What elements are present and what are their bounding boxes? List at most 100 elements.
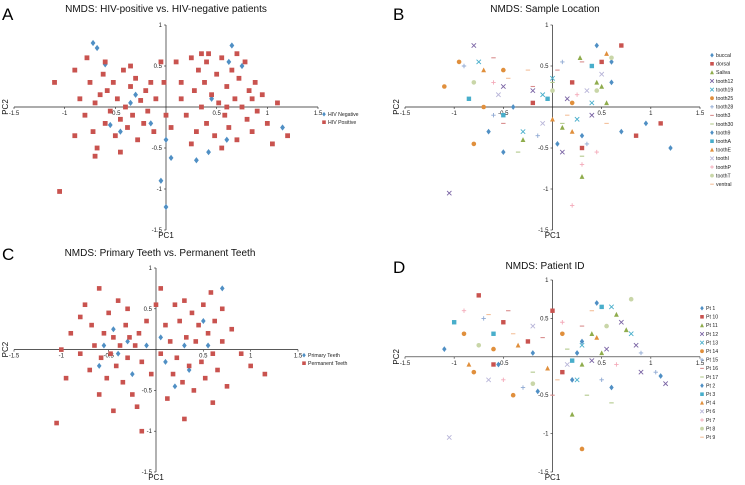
data-point	[446, 434, 452, 440]
data-point	[94, 44, 100, 52]
data-point	[115, 298, 121, 303]
legend-label: toothP	[716, 165, 732, 171]
legend-item: Primary Teeth	[302, 352, 340, 359]
legend-label: HIV Negative	[328, 112, 359, 118]
data-point	[121, 67, 126, 73]
legend-item: tooth12	[709, 79, 733, 85]
data-point	[574, 377, 580, 383]
data-point	[130, 112, 135, 118]
data-point	[481, 104, 486, 110]
data-point	[134, 404, 140, 410]
data-point	[63, 375, 69, 381]
data-point	[638, 350, 644, 356]
data-point	[205, 342, 211, 349]
data-point	[264, 121, 270, 126]
data-point	[549, 75, 556, 81]
data-point	[560, 320, 565, 325]
data-point	[182, 298, 187, 303]
chart-title: NMDS: Primary Teeth vs. Permanent Teeth	[65, 248, 256, 259]
legend-item: toothA	[710, 139, 732, 145]
series-tooth30	[515, 81, 585, 157]
legend-marker	[710, 147, 714, 152]
data-point	[275, 100, 280, 106]
legend-marker	[700, 400, 704, 405]
data-point	[148, 120, 154, 127]
data-point	[141, 121, 147, 126]
legend-item: Pt 17	[700, 375, 718, 381]
data-point	[461, 63, 467, 69]
data-point	[153, 96, 159, 102]
legend-marker	[322, 120, 326, 124]
legend-item: Permanent Teeth	[302, 361, 348, 367]
legend-item: Pt 3	[700, 392, 715, 398]
data-point	[579, 361, 585, 367]
data-point	[191, 88, 197, 93]
series-tooth25	[442, 59, 575, 147]
legend-label: Pt 15	[706, 358, 718, 364]
legend-marker	[710, 62, 714, 66]
legend-item: Pt 13	[699, 340, 718, 346]
series-hiv-negative	[90, 39, 285, 211]
legend-marker	[302, 352, 306, 358]
data-point	[165, 396, 170, 401]
data-point	[191, 388, 197, 393]
legend-item: ventral	[710, 182, 732, 188]
legend-label: tooth28	[716, 105, 733, 111]
data-point	[216, 100, 222, 106]
data-point	[219, 145, 225, 151]
data-point	[535, 133, 540, 138]
legend-label: Pt 7	[706, 418, 715, 424]
data-point	[550, 88, 555, 93]
data-point	[180, 379, 185, 385]
data-point	[201, 318, 206, 325]
data-point	[471, 42, 477, 49]
data-point	[574, 92, 580, 97]
data-point	[118, 149, 123, 155]
data-point	[594, 149, 599, 155]
legend-item: tooth25	[710, 96, 733, 102]
data-point	[520, 137, 526, 142]
data-point	[609, 55, 614, 61]
data-point	[182, 342, 187, 349]
chart-title: NMDS: Patient ID	[506, 261, 585, 272]
data-point	[110, 80, 116, 85]
data-point	[163, 203, 169, 211]
data-point	[501, 320, 506, 325]
data-point	[72, 133, 78, 139]
legend: buccal dorsal Saliva tooth12 tooth19 tooth25 t…	[709, 52, 733, 188]
data-point	[89, 322, 94, 328]
data-point	[226, 125, 232, 130]
data-point	[594, 300, 599, 306]
data-point	[111, 326, 116, 333]
series-pt-16	[506, 310, 585, 396]
legend-marker	[700, 426, 704, 431]
data-point	[574, 350, 580, 356]
y-tick-label: -1	[543, 187, 549, 193]
data-point	[579, 446, 585, 452]
legend-marker	[710, 130, 714, 135]
data-point	[209, 95, 214, 102]
data-point	[108, 351, 113, 356]
data-point	[501, 113, 506, 118]
data-point	[550, 308, 555, 313]
legend-marker	[700, 418, 704, 422]
data-point	[599, 83, 605, 89]
legend-marker	[710, 52, 714, 58]
series-pt-6	[446, 323, 570, 440]
x-axis-label: PC1	[545, 473, 561, 482]
data-point	[206, 148, 211, 156]
legend-label: ventral	[716, 182, 732, 188]
legend-label: Pt 17	[706, 375, 718, 381]
legend-label: toothE	[716, 148, 732, 154]
data-point	[219, 285, 225, 292]
data-point	[161, 80, 167, 85]
data-point	[107, 121, 113, 129]
data-point	[224, 84, 230, 89]
data-point	[72, 67, 78, 73]
data-point	[206, 51, 211, 57]
data-point	[87, 80, 93, 85]
data-point	[609, 384, 614, 391]
series-permanent-teeth	[54, 286, 268, 434]
legend-label: Permanent Teeth	[308, 361, 348, 367]
